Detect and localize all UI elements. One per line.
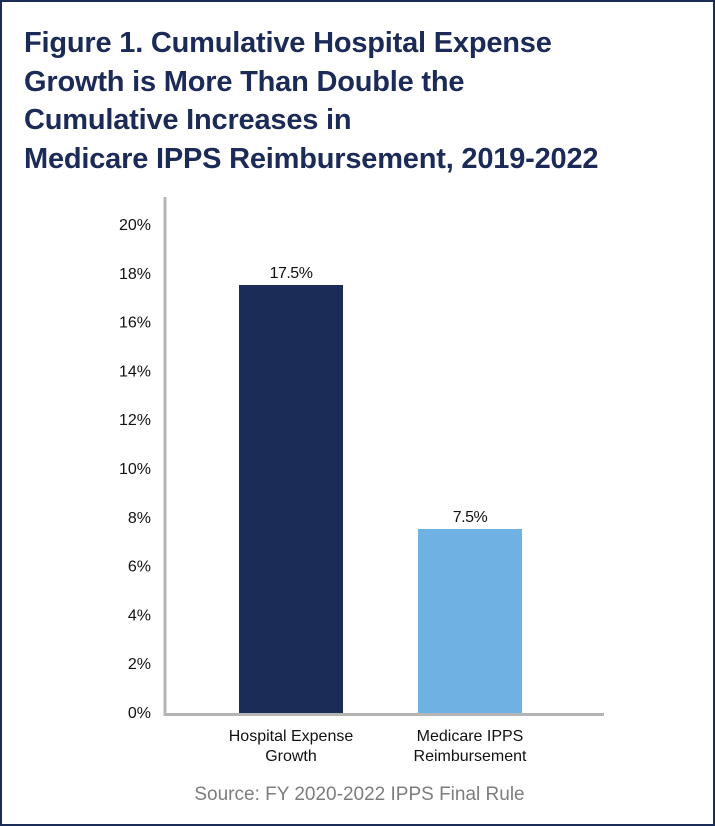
y-tick-label: 14%: [119, 363, 151, 380]
y-tick-label: 6%: [128, 559, 151, 576]
data-label: 17.5%: [270, 265, 313, 282]
x-tick-label: Hospital Expense: [229, 728, 354, 745]
y-tick-label: 4%: [128, 607, 151, 624]
title-line: Growth is More Than Double the: [24, 65, 465, 98]
x-tick-label: Reimbursement: [414, 748, 527, 765]
y-tick-label: 2%: [128, 656, 151, 673]
title-line: Medicare IPPS Reimbursement, 2019-2022: [24, 142, 599, 175]
data-label: 7.5%: [453, 509, 488, 526]
title-line: Figure 1. Cumulative Hospital Expense: [24, 27, 552, 59]
chart-source: Source: FY 2020-2022 IPPS Final Rule: [194, 784, 525, 805]
y-tick-label: 8%: [128, 510, 151, 527]
x-tick-label: Growth: [265, 748, 317, 765]
chart-title: Figure 1. Cumulative Hospital Expense Gr…: [24, 24, 599, 178]
y-tick-label: 20%: [119, 217, 151, 234]
bar: [418, 529, 522, 713]
y-tick-label: 0%: [128, 705, 151, 722]
y-tick-label: 10%: [119, 461, 151, 478]
y-tick-label: 12%: [119, 412, 151, 429]
bar: [239, 285, 343, 713]
x-tick-label: Medicare IPPS: [417, 728, 524, 745]
title-line: Cumulative Increases in: [24, 104, 352, 136]
y-tick-label: 16%: [119, 315, 151, 332]
y-tick-label: 18%: [119, 266, 151, 283]
